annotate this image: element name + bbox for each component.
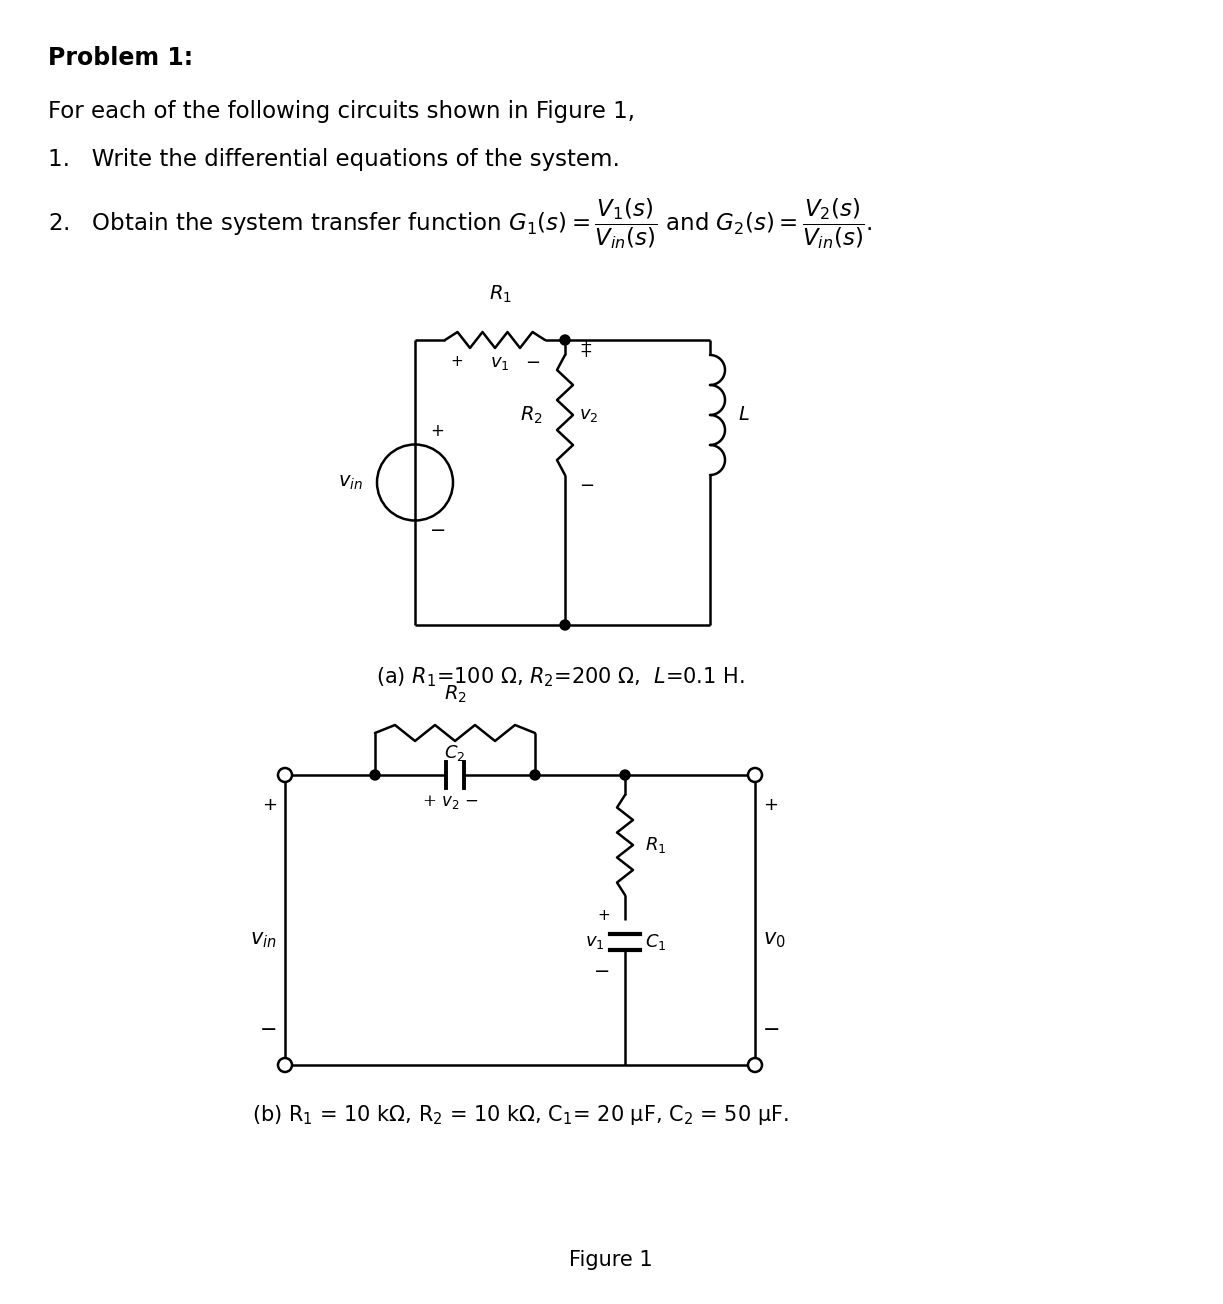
- Text: $R_1$: $R_1$: [645, 835, 667, 855]
- Text: +: +: [578, 338, 592, 353]
- Text: −: −: [593, 962, 610, 982]
- Text: $v_0$: $v_0$: [763, 930, 785, 949]
- Circle shape: [560, 335, 570, 346]
- Text: +: +: [763, 795, 778, 814]
- Circle shape: [560, 619, 570, 630]
- Text: 1.   Write the differential equations of the system.: 1. Write the differential equations of t…: [48, 147, 620, 171]
- Text: For each of the following circuits shown in Figure 1,: For each of the following circuits shown…: [48, 100, 635, 123]
- Text: $C_1$: $C_1$: [645, 932, 667, 952]
- Text: $C_2$: $C_2$: [444, 743, 466, 763]
- Text: $v_1$: $v_1$: [586, 932, 605, 951]
- Text: + $v_2$ −: + $v_2$ −: [422, 793, 478, 811]
- Text: $R_2$: $R_2$: [444, 683, 466, 705]
- Text: $R_1$: $R_1$: [488, 284, 511, 305]
- Text: +: +: [262, 795, 276, 814]
- Text: 2.   Obtain the system transfer function $G_1(s) = \dfrac{V_1(s)}{V_{in}(s)}$ an: 2. Obtain the system transfer function $…: [48, 196, 873, 250]
- Text: Problem 1:: Problem 1:: [48, 46, 193, 70]
- Text: (a) $R_1$=100 Ω, $R_2$=200 Ω,  $L$=0.1 H.: (a) $R_1$=100 Ω, $R_2$=200 Ω, $L$=0.1 H.: [375, 665, 745, 689]
- Text: Figure 1: Figure 1: [569, 1251, 653, 1270]
- Text: −: −: [430, 522, 446, 540]
- Text: −: −: [525, 353, 541, 372]
- Text: $v_1$: $v_1$: [490, 353, 510, 372]
- Text: $L$: $L$: [737, 406, 750, 424]
- Text: −: −: [259, 1020, 276, 1041]
- Text: (b) R$_1$ = 10 kΩ, R$_2$ = 10 kΩ, C$_1$= 20 μF, C$_2$ = 50 μF.: (b) R$_1$ = 10 kΩ, R$_2$ = 10 kΩ, C$_1$=…: [252, 1103, 789, 1127]
- Text: +: +: [450, 353, 462, 369]
- Text: +: +: [430, 421, 444, 439]
- Text: $R_2$: $R_2$: [520, 404, 543, 425]
- Text: −: −: [763, 1020, 780, 1041]
- Text: $v_{in}$: $v_{in}$: [338, 473, 363, 492]
- Circle shape: [530, 769, 541, 780]
- Circle shape: [620, 769, 630, 780]
- Text: +: +: [597, 908, 610, 922]
- Text: $v_{in}$: $v_{in}$: [251, 930, 276, 949]
- Text: $v_2$: $v_2$: [578, 406, 598, 424]
- Text: +: +: [578, 346, 592, 360]
- Circle shape: [371, 769, 380, 780]
- Text: −: −: [578, 477, 594, 496]
